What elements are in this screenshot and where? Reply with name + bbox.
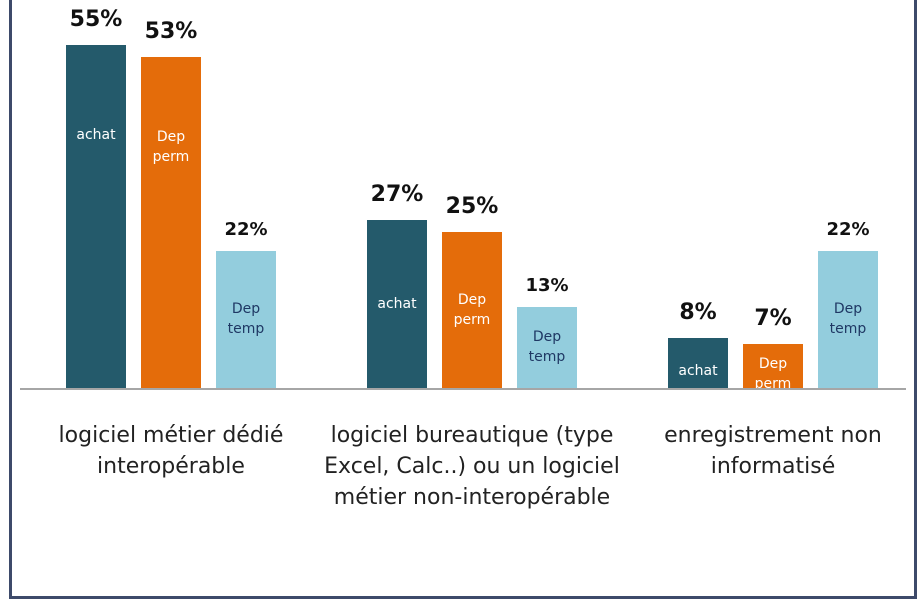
- bar-series-label: Dep temp: [528, 329, 566, 366]
- bar-series-label: Dep temp: [227, 301, 265, 338]
- bar: [668, 338, 728, 388]
- bar: [367, 219, 427, 388]
- data-label: 13%: [525, 274, 569, 296]
- bar: [517, 306, 577, 388]
- data-label: 7%: [754, 306, 792, 332]
- bar-series-label: achat: [377, 295, 417, 312]
- frame: [9, 0, 917, 599]
- axis-line: [20, 388, 906, 390]
- bar-series-label: Dep temp: [829, 301, 867, 338]
- bar: [141, 57, 201, 388]
- bar-series-label: achat: [678, 363, 718, 380]
- bar-series-label: Dep perm: [152, 129, 190, 166]
- data-label: 53%: [144, 19, 198, 45]
- bar: [442, 232, 502, 388]
- data-label: 22%: [224, 218, 268, 240]
- bar: [66, 45, 126, 388]
- category-label: logiciel métier dédié interopérable: [58, 423, 284, 479]
- category-label: enregistrement non informatisé: [664, 423, 882, 479]
- bar-series-label: Dep perm: [453, 292, 491, 329]
- data-label: 25%: [445, 194, 499, 220]
- bar: [818, 250, 878, 388]
- data-label: 27%: [370, 181, 424, 207]
- bar: [743, 344, 803, 388]
- bar: [216, 250, 276, 388]
- bar-series-label: achat: [76, 127, 116, 143]
- data-label: 55%: [69, 7, 123, 32]
- data-label: 22%: [826, 218, 870, 240]
- category-label: logiciel bureautique (type Excel, Calc..…: [324, 423, 620, 510]
- data-label: 8%: [679, 300, 717, 326]
